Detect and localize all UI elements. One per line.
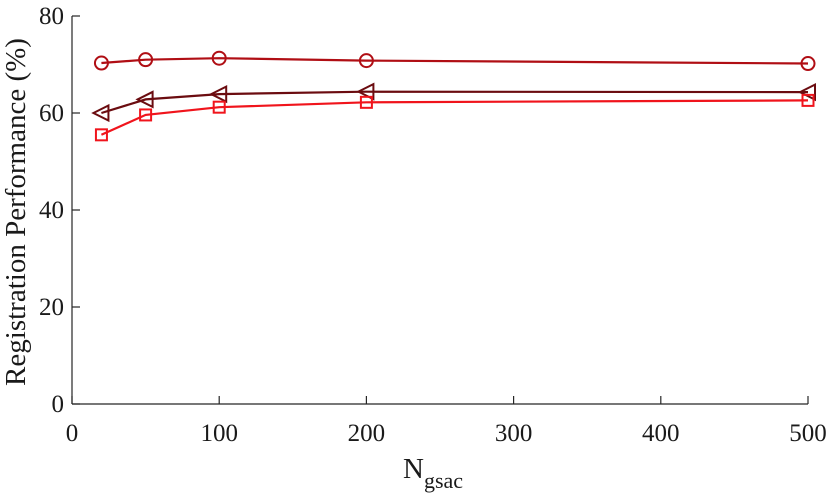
series-line	[100, 99, 809, 136]
data-point-square	[94, 128, 108, 142]
x-tick-label: 300	[495, 420, 533, 447]
data-point-square	[139, 108, 153, 122]
x-tick-label: 500	[789, 420, 827, 447]
series-triangle-left	[91, 82, 816, 123]
x-axis-label: Ngsac	[403, 453, 463, 493]
data-point-circle	[211, 50, 227, 66]
x-tick-label: 200	[348, 420, 386, 447]
data-point-circle	[358, 53, 374, 69]
data-point-triangle	[135, 90, 154, 109]
y-tick-label: 40	[39, 197, 64, 224]
data-point-square	[359, 95, 373, 109]
x-tick-label: 400	[642, 420, 680, 447]
data-point-circle	[93, 55, 109, 71]
series-circle	[93, 50, 816, 72]
axes: 0 20 40 60 80 0 100 200 300 400 500	[39, 3, 827, 447]
x-axis-label-main: N	[403, 453, 424, 485]
data-point-triangle	[356, 82, 375, 101]
data-point-triangle	[91, 103, 110, 123]
y-axis-label: Registration Performance (%)	[0, 38, 32, 386]
data-point-triangle	[797, 83, 816, 102]
y-tick-label: 80	[39, 3, 64, 30]
x-tick-label: 0	[66, 420, 79, 447]
y-tick-label: 20	[39, 294, 64, 321]
x-axis-label-subscript: gsac	[424, 468, 463, 493]
x-tick-label: 100	[200, 420, 238, 447]
series-square	[94, 93, 815, 142]
data-point-square	[212, 100, 226, 114]
data-point-circle	[800, 56, 816, 72]
data-point-triangle	[208, 84, 228, 104]
data-point-square	[801, 93, 815, 107]
y-tick-label: 60	[39, 100, 64, 127]
data-point-circle	[138, 52, 154, 68]
y-tick-label: 0	[52, 391, 65, 418]
series-layer	[91, 50, 816, 142]
series-line	[101, 57, 809, 65]
series-line	[101, 90, 809, 115]
